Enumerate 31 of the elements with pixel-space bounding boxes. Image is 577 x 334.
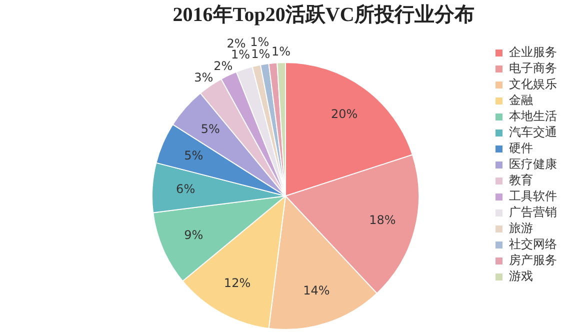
data-label: 2% <box>226 36 246 50</box>
data-label: 9% <box>184 228 204 242</box>
legend-label: 文化娱乐 <box>509 77 557 92</box>
data-label: 18% <box>369 213 396 228</box>
data-label: 20% <box>331 107 358 122</box>
legend-label: 广告营销 <box>509 205 557 220</box>
data-label: 1% <box>250 34 270 49</box>
legend-label: 电子商务 <box>509 61 557 76</box>
data-label: 14% <box>303 283 330 298</box>
legend-label: 游戏 <box>509 269 533 284</box>
legend-label: 医疗健康 <box>509 157 557 172</box>
legend-label: 教育 <box>509 173 533 188</box>
legend-label: 工具软件 <box>509 189 557 204</box>
legend-label: 硬件 <box>509 141 533 156</box>
legend-label: 企业服务 <box>509 45 557 60</box>
data-label: 5% <box>200 122 220 136</box>
legend-label: 社交网络 <box>509 237 557 252</box>
legend-label: 旅游 <box>509 221 533 236</box>
data-label: 2% <box>214 58 233 73</box>
data-label: 3% <box>194 70 214 84</box>
data-label: 1% <box>251 46 270 61</box>
legend-label: 本地生活 <box>509 109 557 124</box>
legend-label: 房产服务 <box>509 253 557 268</box>
data-label: 1% <box>230 48 250 62</box>
data-label: 1% <box>271 44 291 59</box>
data-label: 6% <box>176 182 196 196</box>
data-label: 5% <box>184 148 204 162</box>
data-label: 12% <box>224 276 251 290</box>
legend-label: 金融 <box>509 93 533 108</box>
chart-title: 2016年Top20活跃VC所投行业分布 <box>172 4 474 26</box>
legend-label: 汽车交通 <box>509 125 557 140</box>
